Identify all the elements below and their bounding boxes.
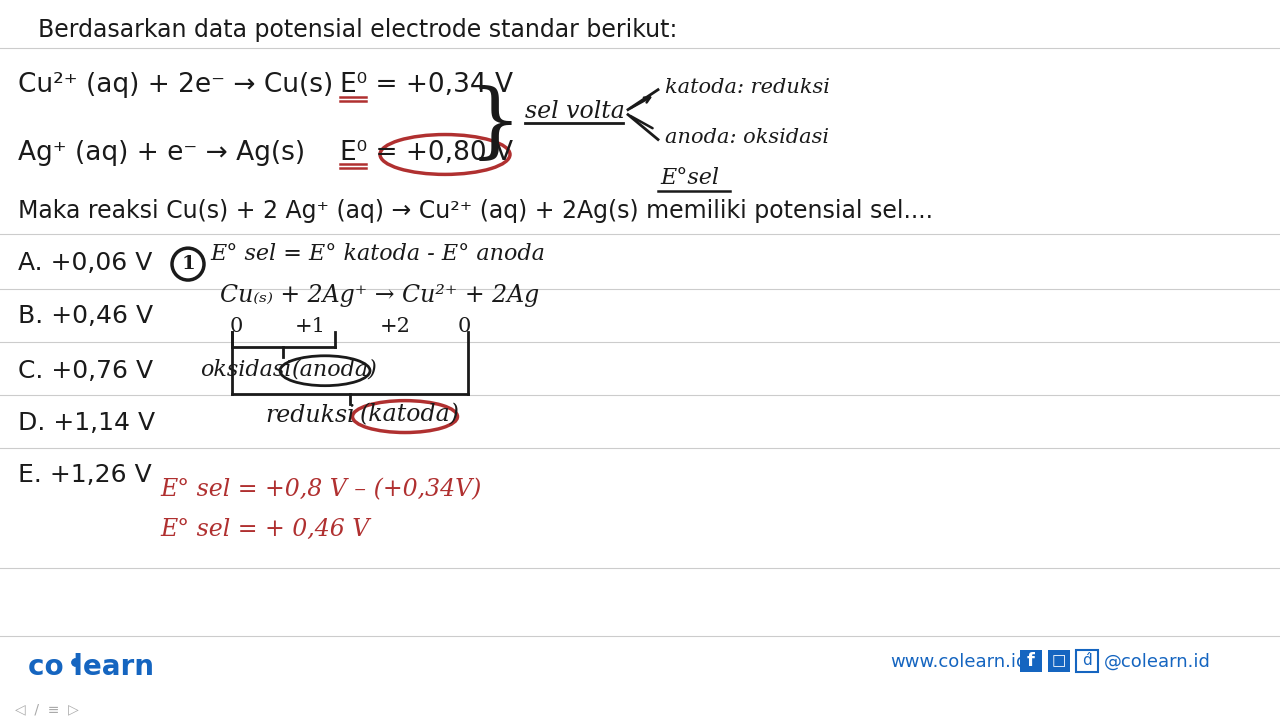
Text: □: □ bbox=[1052, 653, 1066, 668]
Text: oksidasi: oksidasi bbox=[200, 359, 292, 381]
Text: E° sel = E° katoda - E° anoda: E° sel = E° katoda - E° anoda bbox=[210, 243, 545, 265]
Text: +1: +1 bbox=[294, 317, 326, 336]
Text: 0: 0 bbox=[458, 317, 471, 336]
Text: E⁰ = +0,34 V: E⁰ = +0,34 V bbox=[340, 72, 513, 98]
Text: Maka reaksi Cu(s) + 2 Ag⁺ (aq) → Cu²⁺ (aq) + 2Ag(s) memiliki potensial sel....: Maka reaksi Cu(s) + 2 Ag⁺ (aq) → Cu²⁺ (a… bbox=[18, 199, 933, 223]
Text: 1: 1 bbox=[182, 255, 195, 273]
Text: reduksi: reduksi bbox=[265, 404, 355, 427]
Text: E. +1,26 V: E. +1,26 V bbox=[18, 464, 152, 487]
Text: www.colearn.id: www.colearn.id bbox=[890, 653, 1028, 671]
Text: @colearn.id: @colearn.id bbox=[1103, 653, 1211, 671]
Text: (anoda): (anoda) bbox=[292, 359, 378, 381]
Text: E° sel = + 0,46 V: E° sel = + 0,46 V bbox=[160, 518, 369, 541]
Bar bbox=[1048, 649, 1070, 672]
Text: E⁰ = +0,80 V: E⁰ = +0,80 V bbox=[340, 140, 513, 166]
Text: d́: d́ bbox=[1082, 653, 1092, 668]
Text: Cu²⁺ (aq) + 2e⁻ → Cu(s): Cu²⁺ (aq) + 2e⁻ → Cu(s) bbox=[18, 72, 333, 98]
Text: ◁  /  ≡  ▷: ◁ / ≡ ▷ bbox=[15, 703, 79, 716]
Text: B. +0,46 V: B. +0,46 V bbox=[18, 304, 154, 328]
Text: D. +1,14 V: D. +1,14 V bbox=[18, 410, 155, 435]
Text: 0: 0 bbox=[230, 317, 243, 336]
Text: f: f bbox=[1027, 652, 1036, 670]
Bar bbox=[1020, 649, 1042, 672]
Text: E°sel: E°sel bbox=[660, 168, 719, 189]
Text: anoda: oksidasi: anoda: oksidasi bbox=[666, 127, 829, 147]
Text: Ag⁺ (aq) + e⁻ → Ag(s): Ag⁺ (aq) + e⁻ → Ag(s) bbox=[18, 140, 305, 166]
Text: C. +0,76 V: C. +0,76 V bbox=[18, 359, 154, 383]
Text: }: } bbox=[468, 85, 521, 165]
Text: (katoda): (katoda) bbox=[360, 404, 460, 427]
Text: katoda: reduksi: katoda: reduksi bbox=[666, 78, 829, 96]
Bar bbox=[1076, 649, 1098, 672]
Text: Cu₍ₛ₎ + 2Ag⁺ → Cu²⁺ + 2Ag: Cu₍ₛ₎ + 2Ag⁺ → Cu²⁺ + 2Ag bbox=[220, 284, 539, 307]
Text: A. +0,06 V: A. +0,06 V bbox=[18, 251, 152, 275]
Text: +2: +2 bbox=[380, 317, 411, 336]
Text: sel volta: sel volta bbox=[525, 99, 625, 122]
Text: E° sel = +0,8 V – (+0,34V): E° sel = +0,8 V – (+0,34V) bbox=[160, 478, 481, 501]
Text: co learn: co learn bbox=[28, 653, 154, 681]
Text: Berdasarkan data potensial electrode standar berikut:: Berdasarkan data potensial electrode sta… bbox=[38, 18, 677, 42]
